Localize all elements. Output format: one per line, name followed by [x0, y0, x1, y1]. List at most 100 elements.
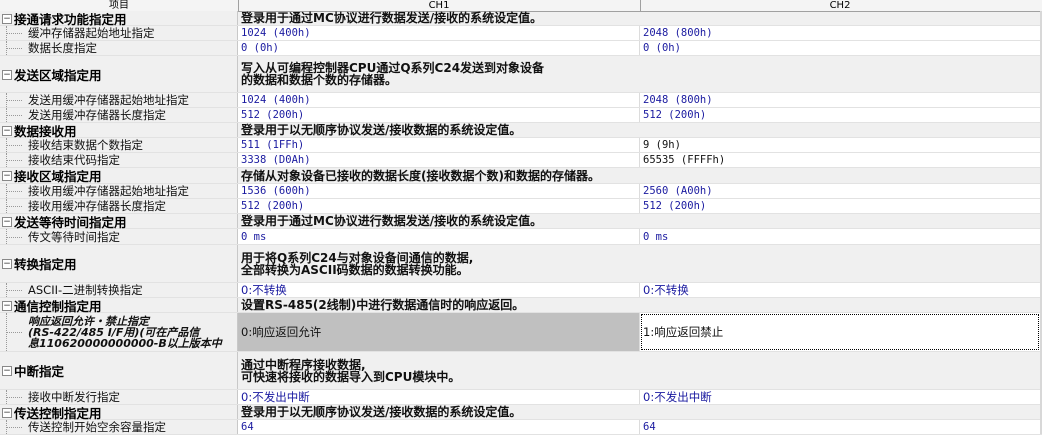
ch1-value: 512 (200h) — [241, 200, 305, 212]
table-row[interactable]: 接收结束代码指定 3338 (D0Ah) 65535 (FFFFh) — [0, 153, 1042, 168]
table-row[interactable]: ASCII-二进制转换指定 0:不转换 0:不转换 — [0, 283, 1042, 298]
ch1-value-cell[interactable]: 512 (200h) — [238, 199, 640, 213]
item-name: 发送用缓冲存储器长度指定 — [28, 108, 166, 122]
ch2-value-cell[interactable]: 1:响应返回禁止 — [640, 313, 1040, 351]
collapse-toggle-icon[interactable]: − — [2, 217, 12, 227]
item-name: 接收中断发行指定 — [28, 390, 120, 404]
collapse-toggle-icon[interactable]: − — [2, 126, 12, 136]
group-description: 登录用于以无顺序协议发送/接收数据的系统设定值。 — [241, 405, 522, 419]
group-row[interactable]: − 传送控制指定用 登录用于以无顺序协议发送/接收数据的系统设定值。 — [0, 405, 1042, 421]
item-name: 数据长度指定 — [28, 41, 97, 55]
item-name: 接收用缓冲存储器起始地址指定 — [28, 184, 189, 198]
ch2-value-cell[interactable]: 65535 (FFFFh) — [640, 153, 1040, 167]
collapse-toggle-icon[interactable]: − — [2, 408, 12, 418]
item-cell: − 传送控制指定用 — [0, 405, 238, 421]
group-row[interactable]: − 接收区域指定用 存储从对象设备已接收的数据长度(接收数据个数)和数据的存储器… — [0, 168, 1042, 184]
collapse-toggle-icon[interactable]: − — [2, 366, 12, 376]
table-row[interactable]: 发送用缓冲存储器长度指定 512 (200h) 512 (200h) — [0, 108, 1042, 123]
ch1-value: 511 (1FFh) — [241, 139, 305, 151]
ch2-value-cell[interactable]: 64 — [640, 420, 1040, 434]
group-row[interactable]: − 转换指定用 用于将Q系列C24与对象设备间通信的数据, 全部转换为ASCII… — [0, 245, 1042, 283]
ch2-value-cell[interactable]: 512 (200h) — [640, 108, 1040, 122]
table-row[interactable]: 发送用缓冲存储器起始地址指定 1024 (400h) 2048 (800h) — [0, 93, 1042, 108]
ch1-value: 3338 (D0Ah) — [241, 154, 311, 166]
table-row[interactable]: 接收中断发行指定 0:不发出中断 0:不发出中断 — [0, 390, 1042, 405]
ch1-value-cell[interactable]: 1024 (400h) — [238, 93, 640, 107]
tree-branch — [6, 145, 22, 146]
tree-branch — [6, 332, 22, 333]
tree-branch — [6, 206, 22, 207]
ch1-value-cell[interactable]: 0:响应返回允许 — [238, 313, 640, 351]
item-cell: 数据长度指定 — [0, 41, 238, 55]
ch2-value-cell[interactable]: 0:不发出中断 — [640, 390, 1040, 404]
table-row[interactable]: 接收用缓冲存储器长度指定 512 (200h) 512 (200h) — [0, 199, 1042, 214]
item-name: 响应返回允许・禁止指定 (RS-422/485 I/F用)(可在产品信 息110… — [28, 314, 222, 350]
header-ch1[interactable]: CH1 — [238, 0, 641, 11]
header-item[interactable]: 项目 — [0, 0, 239, 11]
table-row[interactable]: 数据长度指定 0 (0h) 0 (0h) — [0, 41, 1042, 56]
collapse-toggle-icon[interactable]: − — [2, 301, 12, 311]
group-name: 接通请求功能指定用 — [14, 11, 127, 27]
group-row[interactable]: − 接通请求功能指定用 登录用于通过MC协议进行数据发送/接收的系统设定值。 — [0, 11, 1042, 27]
group-description: 登录用于通过MC协议进行数据发送/接收的系统设定值。 — [241, 214, 543, 228]
ch1-value-cell[interactable]: 0 (0h) — [238, 41, 640, 55]
collapse-toggle-icon[interactable]: − — [2, 70, 12, 80]
ch2-value-cell[interactable]: 2048 (800h) — [640, 26, 1040, 40]
collapse-toggle-icon[interactable]: − — [2, 171, 12, 181]
table-header: 项目 CH1 CH2 — [0, 0, 1042, 12]
item-name: 传文等待时间指定 — [28, 229, 120, 244]
ch2-value-cell[interactable]: 9 (9h) — [640, 138, 1040, 152]
ch1-value-cell[interactable]: 64 — [238, 420, 640, 434]
ch2-value-cell[interactable]: 2560 (A00h) — [640, 184, 1040, 198]
collapse-toggle-icon[interactable]: − — [2, 259, 12, 269]
ch2-value: 1:响应返回禁止 — [643, 325, 724, 339]
group-name: 接收区域指定用 — [14, 169, 102, 184]
ch1-value-cell[interactable]: 0:不转换 — [238, 283, 640, 297]
ch2-value-cell[interactable]: 0 ms — [640, 229, 1040, 244]
item-name: 传送控制开始空余容量指定 — [28, 420, 166, 434]
group-row[interactable]: − 数据接收用 登录用于以无顺序协议发送/接收数据的系统设定值。 — [0, 123, 1042, 139]
header-ch2[interactable]: CH2 — [829, 0, 851, 11]
group-name: 数据接收用 — [14, 123, 77, 139]
ch1-value: 64 — [241, 421, 254, 433]
item-name: 接收结束代码指定 — [28, 153, 120, 167]
ch1-value-cell[interactable]: 3338 (D0Ah) — [238, 153, 640, 167]
ch2-value: 0:不转换 — [643, 283, 689, 297]
ch1-value-cell[interactable]: 0 ms — [238, 229, 640, 244]
table-row[interactable]: 缓冲存储器起始地址指定 1024 (400h) 2048 (800h) — [0, 26, 1042, 41]
table-row[interactable]: 传送控制开始空余容量指定 64 64 — [0, 420, 1042, 435]
item-name: ASCII-二进制转换指定 — [28, 283, 143, 297]
group-row[interactable]: − 发送区域指定用 写入从可编程控制器CPU通过Q系列C24发送到对象设备 的数… — [0, 56, 1042, 93]
item-name: 接收结束数据个数指定 — [28, 138, 143, 152]
collapse-toggle-icon[interactable]: − — [2, 14, 12, 24]
item-cell: − 发送等待时间指定用 — [0, 214, 238, 230]
ch1-value: 512 (200h) — [241, 109, 305, 121]
ch1-value: 0:不发出中断 — [241, 390, 310, 404]
table-row[interactable]: 传文等待时间指定 0 ms 0 ms — [0, 229, 1042, 245]
ch2-value-cell[interactable]: 2048 (800h) — [640, 93, 1040, 107]
ch1-value-cell[interactable]: 1536 (600h) — [238, 184, 640, 198]
group-row[interactable]: − 通信控制指定用 设置RS-485(2线制)中进行数据通信时的响应返回。 — [0, 298, 1042, 314]
table-row[interactable]: 接收结束数据个数指定 511 (1FFh) 9 (9h) — [0, 138, 1042, 153]
ch2-value-cell[interactable]: 512 (200h) — [640, 199, 1040, 213]
ch1-value: 0:响应返回允许 — [241, 325, 322, 339]
table-row[interactable]: 接收用缓冲存储器起始地址指定 1536 (600h) 2560 (A00h) — [0, 184, 1042, 199]
item-cell: − 接通请求功能指定用 — [0, 11, 238, 27]
ch2-value-cell[interactable]: 0 (0h) — [640, 41, 1040, 55]
ch2-value: 64 — [643, 421, 656, 433]
ch1-value-cell[interactable]: 512 (200h) — [238, 108, 640, 122]
item-name: 发送用缓冲存储器起始地址指定 — [28, 93, 189, 107]
group-row[interactable]: − 中断指定 通过中断程序接收数据, 可快速将接收的数据导入到CPU模块中。 — [0, 352, 1042, 390]
ch1-value-cell[interactable]: 0:不发出中断 — [238, 390, 640, 404]
ch2-value: 65535 (FFFFh) — [643, 154, 726, 166]
ch2-value-cell[interactable]: 0:不转换 — [640, 283, 1040, 297]
ch1-value-cell[interactable]: 1024 (400h) — [238, 26, 640, 40]
table-row[interactable]: 响应返回允许・禁止指定 (RS-422/485 I/F用)(可在产品信 息110… — [0, 313, 1042, 352]
group-row[interactable]: − 发送等待时间指定用 登录用于通过MC协议进行数据发送/接收的系统设定值。 — [0, 214, 1042, 230]
item-cell: 传送控制开始空余容量指定 — [0, 420, 238, 434]
scrollbar[interactable] — [1040, 11, 1042, 434]
ch1-value: 1024 (400h) — [241, 94, 311, 106]
tree-branch — [6, 397, 22, 398]
ch1-value-cell[interactable]: 511 (1FFh) — [238, 138, 640, 152]
ch2-value: 0 (0h) — [643, 42, 681, 54]
